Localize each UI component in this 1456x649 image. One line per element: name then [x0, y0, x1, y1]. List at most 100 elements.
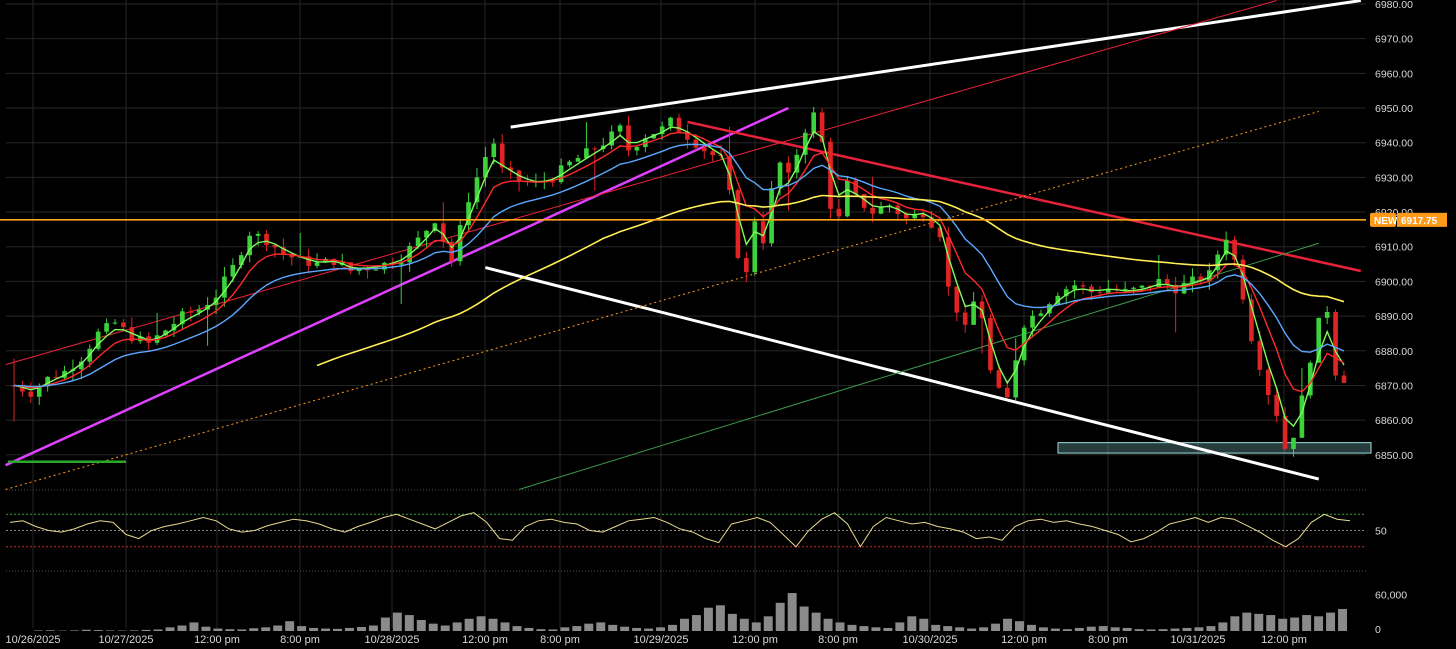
candle-body: [609, 131, 614, 146]
volume-bar: [895, 622, 905, 631]
candle-body: [1190, 276, 1195, 283]
volume-bar: [931, 624, 941, 631]
red-resistance-line: [687, 120, 1362, 273]
price-axis[interactable]: 6980.00 6970.00 6960.00 6950.00 6940.00 6930.…: [1375, 0, 1413, 462]
candle-body: [230, 264, 236, 277]
volume-bar: [979, 627, 989, 631]
volume-bar: [823, 618, 833, 631]
volume-bar: [81, 629, 91, 631]
volume-bar: [775, 602, 785, 631]
candle-body: [1013, 360, 1019, 398]
volume-bar: [1110, 627, 1120, 631]
upper-channel-line: [510, 0, 1362, 129]
candle-body: [121, 322, 126, 328]
candle-body: [1274, 394, 1279, 416]
candle-body: [584, 148, 589, 159]
volume-tick-label: 60,000: [1375, 589, 1407, 601]
candle-body: [289, 254, 295, 258]
candle-body: [255, 233, 261, 236]
volume-bar: [656, 627, 666, 631]
lower-channel-line: [485, 266, 1320, 481]
volume-tick-label: 0: [1375, 624, 1381, 636]
candle-body: [1122, 288, 1128, 291]
candle-body: [188, 311, 194, 313]
volume-bar: [1146, 629, 1156, 631]
time-tick-label: 10/31/2025: [1170, 634, 1225, 646]
volume-bar: [345, 627, 354, 631]
time-axis[interactable]: 10/26/2025 10/27/2025 12:00 pm 8:00 pm 10/28…: [5, 634, 1306, 646]
candle-body: [432, 223, 438, 231]
volume-bar: [1170, 628, 1180, 631]
price-tick-label: 6980.00: [1375, 0, 1413, 11]
candle-body: [1232, 239, 1237, 260]
candle-body: [356, 269, 362, 272]
volume-bar: [356, 627, 366, 631]
time-tick-label: 12:00 pm: [462, 634, 508, 646]
candle-body: [971, 301, 976, 325]
candle-body: [1055, 295, 1061, 305]
candle-body: [112, 322, 118, 324]
volume-bar: [1182, 627, 1192, 631]
candle-body: [819, 112, 825, 142]
candle-body: [196, 309, 202, 313]
candle-body: [1072, 285, 1077, 290]
time-tick-label: 10/28/2025: [364, 634, 419, 646]
candle-body: [1038, 313, 1044, 316]
candle-body: [676, 117, 682, 132]
candle-body: [36, 386, 42, 397]
volume-bar: [141, 629, 151, 631]
candle-body: [1282, 415, 1288, 449]
candle-body: [735, 190, 741, 258]
price-tick-label: 6880.00: [1375, 346, 1413, 358]
candle-body: [878, 207, 884, 214]
volume-bar: [1122, 627, 1132, 631]
candle-body: [946, 237, 951, 287]
current-price-label: 6917.75: [1401, 216, 1438, 227]
candle-body: [550, 181, 556, 183]
volume-bar: [572, 626, 582, 631]
time-tick-label: 8:00 pm: [818, 634, 858, 646]
candle-body: [222, 276, 227, 298]
candle-body: [836, 208, 842, 217]
volume-bar: [404, 615, 414, 631]
volume-bar: [177, 625, 187, 631]
volume-bar: [967, 628, 977, 631]
volume-bar: [1015, 621, 1024, 631]
price-tick-label: 6940.00: [1375, 138, 1413, 150]
volume-bar: [668, 624, 678, 631]
volume-bar: [201, 626, 211, 631]
volume-bar: [560, 627, 570, 631]
volume-bar: [333, 628, 343, 631]
volume-bar: [213, 628, 223, 631]
candle-body: [1215, 254, 1221, 271]
moving-average-line: [13, 143, 1345, 388]
candle-body: [1324, 311, 1330, 318]
volume-bar: [1206, 626, 1216, 631]
volume-bar: [440, 625, 450, 631]
candle-body: [466, 202, 471, 226]
candle-body: [1257, 341, 1263, 370]
candle-body: [811, 112, 816, 133]
candle-body: [954, 286, 960, 313]
volume-bar: [883, 627, 893, 631]
candle-body: [1156, 279, 1162, 288]
candle-body: [20, 385, 25, 392]
candle-body: [903, 214, 909, 219]
volume-bar: [129, 630, 139, 631]
new-badge-text: NEW: [1374, 216, 1398, 227]
volume-bar: [285, 621, 295, 631]
volume-bar: [919, 618, 929, 631]
volume-bar: [392, 612, 402, 631]
candle-body: [1063, 289, 1069, 296]
volume-bar: [476, 616, 486, 631]
candle-body: [912, 213, 918, 219]
volume-bar: [763, 616, 773, 631]
volume-bar: [45, 630, 55, 631]
volume-bar: [524, 627, 534, 631]
candle-body: [1223, 239, 1229, 255]
new-badge-bg: [1370, 212, 1396, 227]
volume-bar: [1326, 612, 1336, 631]
volume-bar: [620, 626, 630, 631]
candle-body: [870, 207, 875, 214]
